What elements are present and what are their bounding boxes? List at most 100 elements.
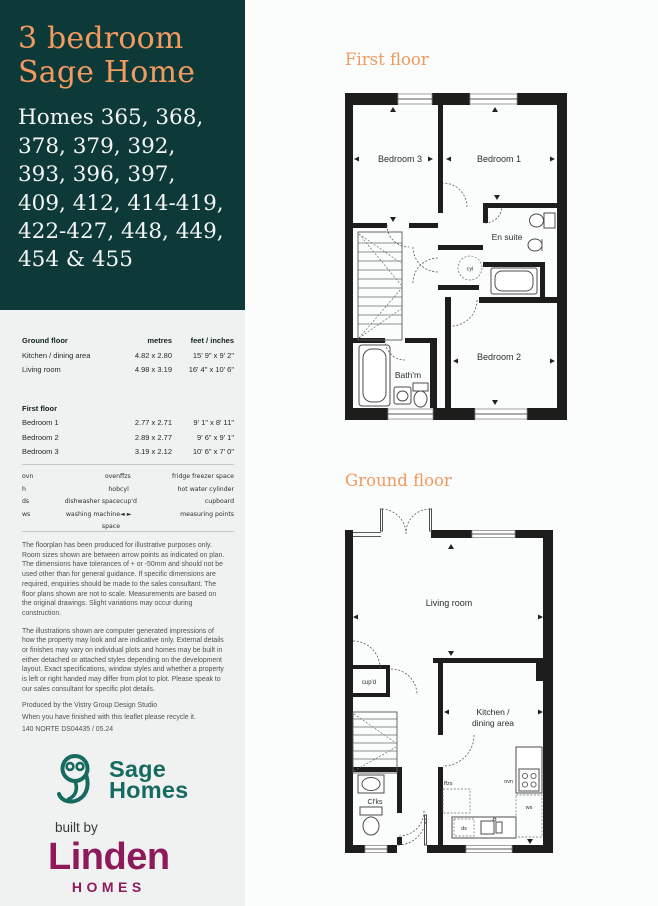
shower-icon <box>490 267 538 295</box>
legend-label: fridge freezer space <box>172 473 234 480</box>
room-label-ensuite: En suite <box>492 232 523 242</box>
internal-walls <box>353 105 557 408</box>
room-label-bathroom: Bath'm <box>395 370 421 380</box>
legend-label: hot water cylinder <box>177 485 234 493</box>
divider <box>22 464 234 465</box>
room-name: Kitchen / dining area <box>22 350 91 360</box>
owl-icon <box>57 754 90 804</box>
header: 3 bedroom Sage Home Homes 365, 368, 378,… <box>0 0 245 310</box>
legend-label: dishwasher space <box>64 498 120 506</box>
label-ws: ws <box>525 805 533 811</box>
left-panel: 3 bedroom Sage Home Homes 365, 368, 378,… <box>0 0 245 906</box>
room-metres: 2.77 x 2.71 <box>134 418 172 427</box>
table-row: Bedroom 2 2.89 x 2.77 9' 6" x 9' 1" <box>22 431 234 446</box>
room-label-cupd: cup'd <box>362 680 376 686</box>
room-metres: 3.19 x 2.12 <box>134 447 172 456</box>
legend-label: washing machine space <box>65 510 120 531</box>
legend-abbr: cup'd <box>120 498 137 506</box>
disclaimer-para-1: The floorplan has been produced for illu… <box>22 542 225 617</box>
page-title: 3 bedroom Sage Home <box>18 21 227 91</box>
built-by-label: built by <box>55 820 98 835</box>
window-icon <box>387 93 528 420</box>
divider <box>22 531 234 532</box>
room-label-kitchen-1: Kitchen / <box>476 707 510 717</box>
cylinder-icon: cyl <box>457 255 483 281</box>
room-metres: 2.89 x 2.77 <box>134 432 172 442</box>
table-header-row: First floor <box>22 402 234 417</box>
measuring-points-icon: ◄ ► <box>120 510 132 518</box>
produced-by: Produced by the Vistry Group Design Stud… <box>22 702 158 709</box>
homes-list: Homes 365, 368, 378, 379, 392, 393, 396,… <box>18 105 224 273</box>
measuring-arrows <box>353 544 543 844</box>
room-label-living: Living room <box>426 598 473 608</box>
french-doors-icon <box>380 508 432 535</box>
disclaimer-para-2: The illustrations shown are computer gen… <box>22 627 224 693</box>
first-floor-plan: cyl <box>345 93 567 420</box>
label-ffzs: ffzs <box>444 781 453 787</box>
toilet-icon <box>412 382 429 408</box>
legend-abbr: ds <box>22 498 30 506</box>
sage-homes-wordmark: Sage Homes <box>109 755 189 803</box>
table-row: Living room 4.98 x 3.19 16' 4" x 10' 6" <box>22 363 234 378</box>
internal-walls <box>353 658 543 845</box>
legend-label: measuring points <box>180 510 234 518</box>
linden-homes-sub: HOMES <box>71 879 146 895</box>
legend-abbr: cyl <box>120 485 129 493</box>
document-code: 140 NORTE DS04435 / 05.24 <box>22 726 114 733</box>
toilet-icon <box>359 806 383 836</box>
fridge-freezer-space-icon <box>442 788 471 814</box>
sage-homes-logo: Sage Homes <box>50 752 188 808</box>
first-floor-heading: First floor <box>345 50 429 69</box>
section-label-first: First floor <box>22 403 57 413</box>
linden-homes-logo: Linden HOMES <box>48 836 170 895</box>
measuring-arrows <box>354 107 555 405</box>
table-row: Bedroom 3 3.19 x 2.12 10' 6" x 7' 0" <box>22 445 234 460</box>
abbreviations-legend: ovn oven ffzs fridge freezer space h hob… <box>22 471 234 534</box>
ground-floor-plan: Living room Kitchen / dining area cup'd … <box>345 508 553 853</box>
page-title-line1: 3 bedroom <box>18 21 184 56</box>
table-row: Bedroom 1 2.77 x 2.71 9' 1" x 8' 11" <box>22 416 234 431</box>
linden-wordmark: Linden <box>48 836 170 878</box>
label-ovn: ovn <box>504 779 513 785</box>
legend-abbr: ws <box>22 510 31 518</box>
credits: Produced by the Vistry Group Design Stud… <box>22 700 230 736</box>
toilet-icon <box>529 212 556 229</box>
legend-label: hob <box>108 485 120 493</box>
sink-icon <box>393 386 412 405</box>
room-name: Bedroom 3 <box>22 447 59 456</box>
page-title-line2: Sage Home <box>18 55 196 91</box>
dishwasher-space-icon <box>453 818 475 837</box>
room-feet: 10' 6" x 7' 0" <box>192 447 234 456</box>
window-icon <box>364 530 516 853</box>
door-arc <box>352 640 475 837</box>
stairs-icon <box>352 711 398 774</box>
dimensions-table: Ground floor metres feet / inches Kitche… <box>22 334 234 460</box>
sink-icon <box>480 817 503 835</box>
ground-floor-heading: Ground floor <box>345 471 452 490</box>
room-name: Bedroom 2 <box>22 432 59 442</box>
room-label-bedroom2: Bedroom 2 <box>477 352 521 362</box>
room-label-bedroom1: Bedroom 1 <box>477 154 521 164</box>
bath-icon <box>358 344 391 407</box>
legend-label: oven <box>104 473 120 480</box>
hob-icon <box>518 768 540 792</box>
washing-machine-space-icon <box>515 794 543 838</box>
table-row: Kitchen / dining area 4.82 x 2.80 15' 9"… <box>22 349 234 364</box>
sink-icon <box>357 774 385 794</box>
door-arc <box>384 182 503 361</box>
room-metres: 4.98 x 3.19 <box>134 365 172 374</box>
legend-label: cupboard <box>204 498 234 506</box>
col-header-feet: feet / inches <box>190 336 234 345</box>
table-header-row: Ground floor metres feet / inches <box>22 334 234 349</box>
legend-abbr: h <box>22 485 26 493</box>
room-feet: 9' 1" x 8' 11" <box>193 418 234 427</box>
recycle-note: When you have finished with this leaflet… <box>22 714 196 721</box>
col-header-metres: metres <box>147 336 172 345</box>
front-door-icon <box>397 814 427 846</box>
room-feet: 15' 9" x 9' 2" <box>192 350 234 360</box>
room-name: Living room <box>22 365 61 374</box>
room-feet: 9' 6" x 9' 1" <box>197 432 234 442</box>
room-label-kitchen-2: dining area <box>472 718 514 728</box>
disclaimer: The floorplan has been produced for illu… <box>22 541 226 703</box>
section-label-ground: Ground floor <box>22 336 68 345</box>
